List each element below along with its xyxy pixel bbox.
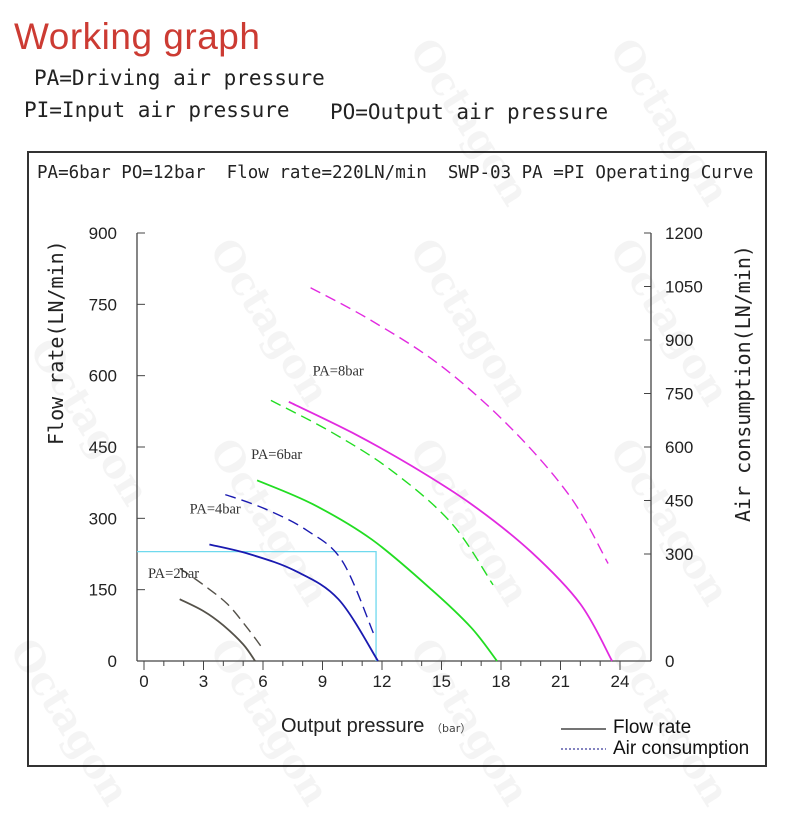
legend-air-label: Air consumption bbox=[613, 738, 749, 759]
x-tick-label: 21 bbox=[551, 672, 570, 691]
y2-tick-label: 450 bbox=[665, 492, 693, 511]
flow-curve-pa2bar bbox=[179, 598, 256, 662]
air-consumption-curve-pa6bar bbox=[270, 399, 494, 586]
chart-frame bbox=[27, 151, 767, 767]
x-tick-label: 6 bbox=[258, 672, 267, 691]
flow-curve-pa6bar bbox=[256, 479, 498, 662]
x-tick-label: 0 bbox=[139, 672, 148, 691]
curve-label-pa4bar: PA=4bar bbox=[190, 502, 241, 518]
y2-tick-label: 300 bbox=[665, 545, 693, 564]
x-tick-label: 9 bbox=[318, 672, 327, 691]
air-consumption-curve-pa4bar bbox=[225, 493, 375, 636]
y-tick-label: 750 bbox=[89, 295, 117, 314]
flow-curve-pa8bar bbox=[288, 400, 613, 662]
air-consumption-curve-pa2bar bbox=[179, 567, 264, 650]
definition-po: PO=Output air pressure bbox=[330, 100, 609, 124]
x-tick-label: 24 bbox=[611, 672, 630, 691]
legend-flow-label: Flow rate bbox=[613, 717, 691, 738]
definition-pa: PA=Driving air pressure bbox=[34, 66, 325, 90]
y2-tick-label: 750 bbox=[665, 385, 693, 404]
x-axis-label: Output pressure bbox=[281, 715, 424, 737]
y-axis-label: Flow rate(LN/min) bbox=[44, 240, 68, 445]
x-tick-label: 12 bbox=[373, 672, 392, 691]
x-tick-label: 15 bbox=[432, 672, 451, 691]
x-axis-unit: （bar） bbox=[431, 722, 471, 735]
flow-curve-pa4bar bbox=[209, 543, 379, 662]
y-tick-label: 150 bbox=[89, 581, 117, 600]
curve-label-pa2bar: PA=2bar bbox=[148, 566, 199, 582]
y2-axis-label: Air consumption(LN/min) bbox=[731, 245, 755, 522]
y-tick-label: 450 bbox=[89, 438, 117, 457]
y2-tick-label: 1050 bbox=[665, 278, 703, 297]
operating-point-guide bbox=[137, 550, 377, 661]
curve-label-pa6bar: PA=6bar bbox=[251, 447, 302, 463]
x-tick-label: 3 bbox=[199, 672, 208, 691]
y-tick-label: 900 bbox=[89, 224, 117, 243]
y-tick-label: 0 bbox=[108, 652, 117, 671]
x-tick-label: 18 bbox=[492, 672, 511, 691]
y2-tick-label: 0 bbox=[665, 652, 674, 671]
y-tick-label: 300 bbox=[89, 509, 117, 528]
y-tick-label: 600 bbox=[89, 367, 117, 386]
definition-pi: PI=Input air pressure bbox=[24, 98, 290, 122]
curve-label-pa8bar: PA=8bar bbox=[313, 364, 364, 380]
y2-tick-label: 1200 bbox=[665, 224, 703, 243]
y2-tick-label: 600 bbox=[665, 438, 693, 457]
page-title: Working graph bbox=[14, 16, 261, 57]
y2-tick-label: 900 bbox=[665, 331, 693, 350]
air-consumption-curve-pa8bar bbox=[310, 287, 609, 564]
operating-condition-text: PA=6bar PO=12bar Flow rate=220LN/min SWP… bbox=[37, 163, 754, 183]
